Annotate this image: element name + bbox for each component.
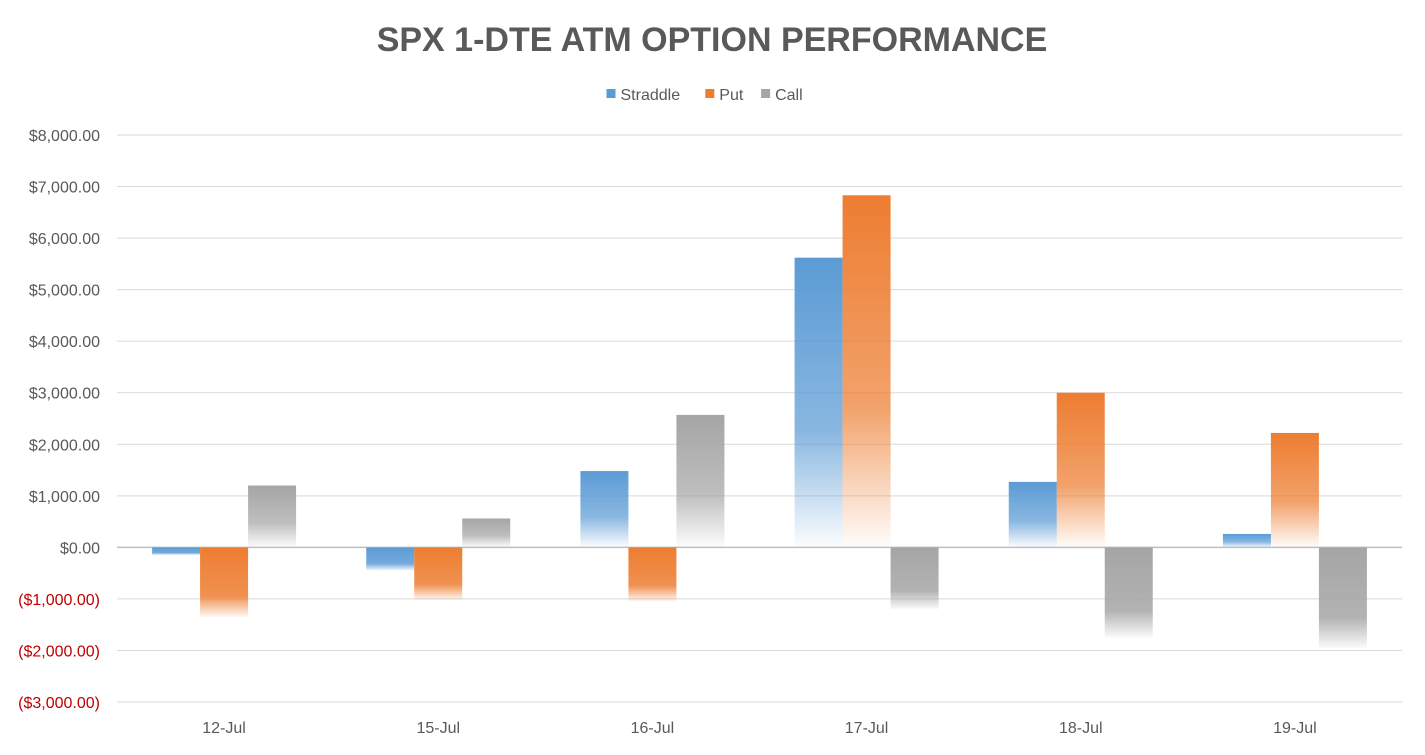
bar-put-19-jul [1270,432,1319,548]
x-tick-label: 16-Jul [631,720,675,737]
bar-straddle-12-jul [152,547,201,556]
legend-swatch-call [761,89,771,98]
y-tick-label: $0.00 [60,540,100,557]
y-tick-label: ($3,000.00) [18,695,100,712]
legend-label-call: Call [775,87,803,104]
y-tick-label: $2,000.00 [29,437,100,454]
legend: Straddle Put Call [606,87,803,104]
bar-put-18-jul [1056,392,1105,548]
y-tick-label: $6,000.00 [29,231,100,248]
bar-call-18-jul [1104,547,1153,638]
y-tick-label: $1,000.00 [29,489,100,506]
x-tick-label: 15-Jul [416,720,460,737]
y-tick-label: $4,000.00 [29,334,100,351]
x-axis-ticks: 12-Jul 15-Jul 16-Jul 17-Jul 18-Jul 19-Jul [202,720,1316,737]
bar-straddle-15-jul [366,547,415,571]
bar-straddle-18-jul [1008,481,1057,548]
x-tick-label: 17-Jul [845,720,889,737]
y-tick-label: ($2,000.00) [18,643,100,660]
bar-call-15-jul [462,518,511,548]
y-tick-label: ($1,000.00) [18,592,100,609]
legend-swatch-put [705,89,715,98]
legend-swatch-straddle [606,89,616,98]
y-tick-label: $7,000.00 [29,180,100,197]
bar-put-17-jul [842,195,891,548]
bar-call-17-jul [890,547,939,610]
x-tick-label: 12-Jul [202,720,246,737]
bar-straddle-19-jul [1222,533,1271,548]
bar-call-19-jul [1318,547,1367,648]
bar-call-12-jul [248,485,297,548]
legend-label-put: Put [719,87,744,104]
y-tick-label: $5,000.00 [29,283,100,300]
y-tick-label: $3,000.00 [29,386,100,403]
bar-put-12-jul [200,547,249,617]
bar-put-15-jul [414,547,463,600]
bar-call-16-jul [676,414,725,548]
x-tick-label: 19-Jul [1273,720,1317,737]
bar-straddle-16-jul [580,471,629,548]
x-tick-label: 18-Jul [1059,720,1103,737]
bars [152,195,1367,648]
legend-label-straddle: Straddle [621,87,681,104]
y-tick-label: $8,000.00 [29,128,100,145]
bar-put-16-jul [628,547,677,602]
gridlines [117,134,1402,703]
bar-straddle-17-jul [794,257,843,548]
y-axis-ticks: $8,000.00 $7,000.00 $6,000.00 $5,000.00 $4,0… [18,128,100,712]
chart-title: SPX 1-DTE ATM OPTION PERFORMANCE [377,21,1048,59]
